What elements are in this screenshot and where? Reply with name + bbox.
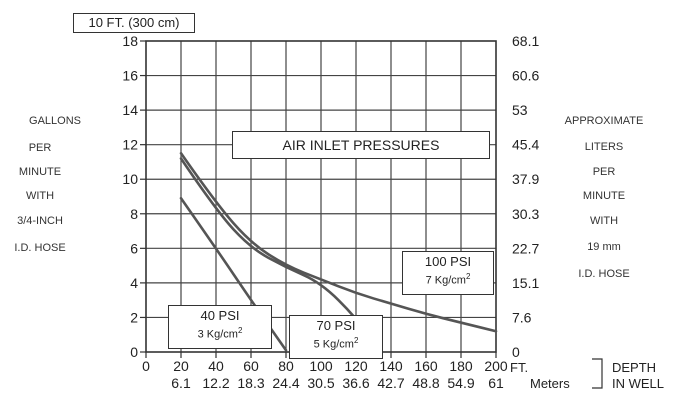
y-right-tick-label: 15.1: [512, 275, 539, 291]
y-left-label-line: GALLONS: [29, 115, 81, 127]
y-left-tick-label: 16: [122, 68, 138, 84]
x-tick-label-m: 18.3: [237, 375, 264, 391]
series-line-70-psi: [179, 157, 381, 352]
x-tick-label-m: 30.5: [307, 375, 334, 391]
y-right-label-line: MINUTE: [582, 190, 626, 202]
y-right-tick-label: 53: [512, 102, 528, 118]
y-left-tick-label: 8: [130, 206, 138, 222]
y-right-tick-label: 68.1: [512, 33, 539, 49]
y-left-label-line: I.D. HOSE: [14, 242, 66, 254]
y-right-tick-label: 7.6: [512, 309, 532, 325]
y-right-tick-label: 30.3: [512, 206, 539, 222]
series-line-100-psi: [179, 152, 498, 333]
y-right-tick-label: 45.4: [512, 137, 539, 153]
x-tick-label-m: 42.7: [377, 375, 404, 391]
x-tick-label-ft: 100: [309, 358, 333, 374]
x-tick-label-ft: 180: [449, 358, 473, 374]
x-tick-label-m: 6.1: [171, 375, 191, 391]
chart-title-box: AIR INLET PRESSURES: [232, 131, 490, 159]
y-right-label-line: 19 mm: [587, 241, 621, 253]
y-left-tick-label: 4: [130, 275, 138, 291]
x-tick-label-ft: 20: [173, 358, 189, 374]
x-tick-label-ft: 40: [208, 358, 224, 374]
x-tick-label-ft: 60: [243, 358, 259, 374]
y-left-tick-label: 14: [122, 102, 138, 118]
y-left-tick-label: 0: [130, 344, 138, 360]
legend-40psi-label: 40 PSI: [200, 308, 240, 323]
x-unit-ft: FT.: [510, 360, 529, 375]
legend-70psi-label: 70 PSI: [316, 318, 356, 333]
legend-100psi-metric: 7 Kg/cm2: [425, 272, 471, 287]
x-tick-label-ft: 80: [278, 358, 294, 374]
x-tick-label-m: 48.8: [412, 375, 439, 391]
legend-40psi-box: 40 PSI 3 Kg/cm2: [168, 305, 272, 349]
y-left-label-line: MINUTE: [18, 166, 62, 178]
y-left-label-line: WITH: [25, 190, 55, 202]
y-right-label-line: APPROXIMATE: [564, 115, 644, 127]
x-tick-label-ft: 160: [414, 358, 438, 374]
y-left-tick-label: 18: [122, 33, 138, 49]
x-tick-label-m: 36.6: [342, 375, 369, 391]
y-left-label-line: PER: [28, 142, 52, 154]
y-right-tick-label: 60.6: [512, 68, 539, 84]
y-right-label-line: PER: [592, 166, 616, 178]
x-tick-label-ft: 200: [484, 358, 508, 374]
top-label: 10 FT. (300 cm): [88, 15, 180, 30]
y-left-tick-label: 2: [130, 309, 138, 325]
axes: 02468101214161807.615.122.730.337.945.45…: [122, 33, 539, 391]
legend-100psi-label: 100 PSI: [424, 254, 472, 269]
chart-title: AIR INLET PRESSURES: [282, 137, 440, 153]
x-unit-meters: Meters: [530, 376, 570, 391]
x-tick-label-m: 12.2: [202, 375, 229, 391]
y-right-label-line: LITERS: [584, 141, 624, 153]
x-tick-label-m: 24.4: [272, 375, 299, 391]
x-tick-label-ft: 140: [379, 358, 403, 374]
y-left-tick-label: 6: [130, 240, 138, 256]
legend-70psi-box: 70 PSI 5 Kg/cm2: [289, 315, 383, 359]
x-tick-label-m: 61: [488, 375, 504, 391]
y-right-tick-label: 22.7: [512, 240, 539, 256]
x-axis-label-line1: DEPTH: [612, 360, 657, 375]
y-right-tick-label: 0: [512, 344, 520, 360]
legend-40psi-metric: 3 Kg/cm2: [197, 326, 243, 341]
y-left-label-line: 3/4-INCH: [17, 215, 63, 227]
legend-100psi-box: 100 PSI 7 Kg/cm2: [402, 251, 494, 295]
legend-70psi-metric: 5 Kg/cm2: [313, 336, 359, 351]
x-axis-label-line2: IN WELL: [612, 376, 665, 391]
x-tick-label-ft: 120: [344, 358, 368, 374]
top-label-box: 10 FT. (300 cm): [73, 13, 195, 33]
x-tick-label-ft: 0: [142, 358, 150, 374]
x-tick-label-m: 54.9: [447, 375, 474, 391]
y-right-tick-label: 37.9: [512, 171, 539, 187]
y-right-label-line: WITH: [589, 215, 619, 227]
depth-bracket-icon: [592, 358, 603, 389]
grid-lines: [146, 41, 496, 352]
y-left-tick-label: 12: [122, 137, 138, 153]
y-left-tick-label: 10: [122, 171, 138, 187]
y-right-label-line: I.D. HOSE: [578, 268, 630, 280]
